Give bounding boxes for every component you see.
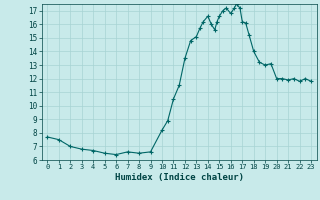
X-axis label: Humidex (Indice chaleur): Humidex (Indice chaleur): [115, 173, 244, 182]
